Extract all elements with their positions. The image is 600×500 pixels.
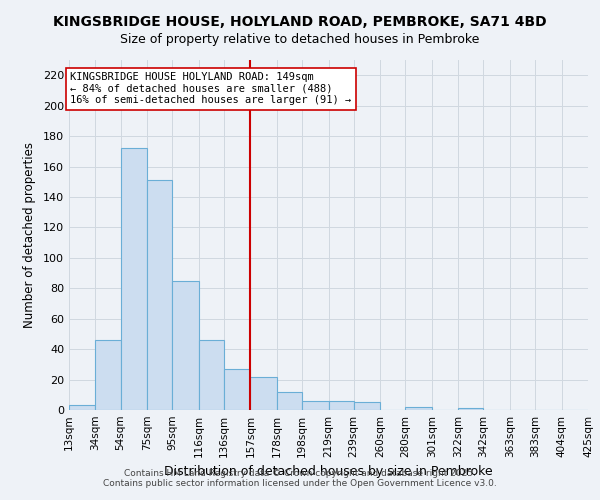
Text: Size of property relative to detached houses in Pembroke: Size of property relative to detached ho… <box>121 32 479 46</box>
Bar <box>406 407 432 410</box>
Bar <box>277 392 302 410</box>
Bar <box>199 340 224 410</box>
Y-axis label: Number of detached properties: Number of detached properties <box>23 142 36 328</box>
Bar <box>172 280 199 410</box>
Text: KINGSBRIDGE HOUSE HOLYLAND ROAD: 149sqm
← 84% of detached houses are smaller (48: KINGSBRIDGE HOUSE HOLYLAND ROAD: 149sqm … <box>70 72 352 106</box>
Bar <box>353 402 380 410</box>
Text: KINGSBRIDGE HOUSE, HOLYLAND ROAD, PEMBROKE, SA71 4BD: KINGSBRIDGE HOUSE, HOLYLAND ROAD, PEMBRO… <box>53 15 547 29</box>
Bar <box>250 376 277 410</box>
Bar <box>69 406 95 410</box>
Bar <box>147 180 172 410</box>
Bar <box>302 401 329 410</box>
Bar <box>329 401 353 410</box>
Text: Contains public sector information licensed under the Open Government Licence v3: Contains public sector information licen… <box>103 478 497 488</box>
Bar <box>224 369 250 410</box>
Bar <box>95 340 121 410</box>
Text: Contains HM Land Registry data © Crown copyright and database right 2025.: Contains HM Land Registry data © Crown c… <box>124 468 476 477</box>
X-axis label: Distribution of detached houses by size in Pembroke: Distribution of detached houses by size … <box>164 466 493 478</box>
Bar <box>121 148 147 410</box>
Bar <box>458 408 484 410</box>
